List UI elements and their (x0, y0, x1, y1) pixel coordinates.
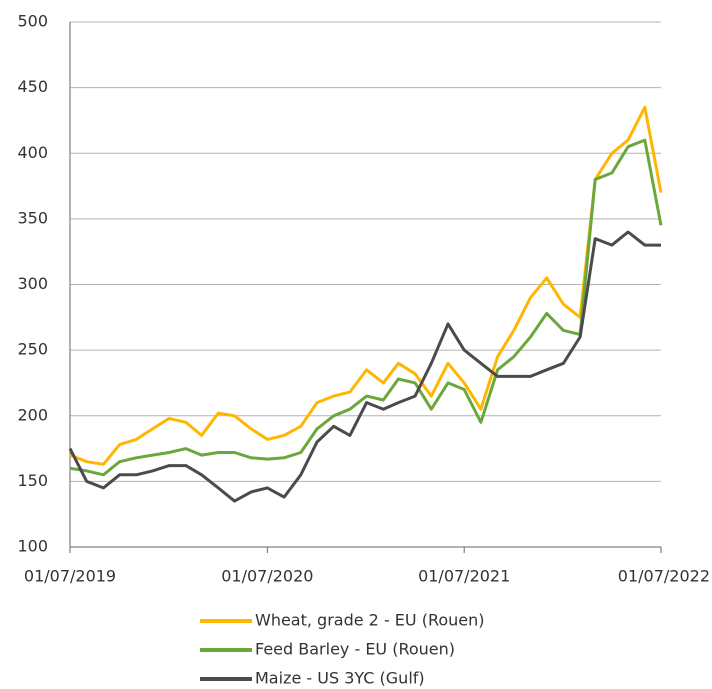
y-tick-label: 100 (17, 537, 48, 556)
x-tick-label: 01/07/2020 (221, 567, 313, 586)
x-tick-label: 01/07/2022 (618, 567, 710, 586)
legend-label: Wheat, grade 2 - EU (Rouen) (255, 611, 485, 630)
series-line (68, 230, 661, 503)
y-tick-label: 450 (17, 77, 48, 96)
legend-label: Maize - US 3YC (Gulf) (255, 669, 425, 688)
series-line (69, 138, 663, 477)
y-tick-label: 500 (17, 12, 48, 31)
y-tick-label: 300 (17, 274, 48, 293)
x-tick-label: 01/07/2021 (418, 567, 510, 586)
y-tick-label: 200 (17, 405, 48, 424)
y-tick-label: 150 (17, 471, 48, 490)
y-tick-label: 250 (17, 340, 48, 359)
y-tick-label: 400 (17, 143, 48, 162)
series-line (69, 105, 663, 466)
y-tick-label: 350 (17, 208, 48, 227)
legend-label: Feed Barley - EU (Rouen) (255, 640, 455, 659)
x-tick-label: 01/07/2019 (24, 567, 116, 586)
